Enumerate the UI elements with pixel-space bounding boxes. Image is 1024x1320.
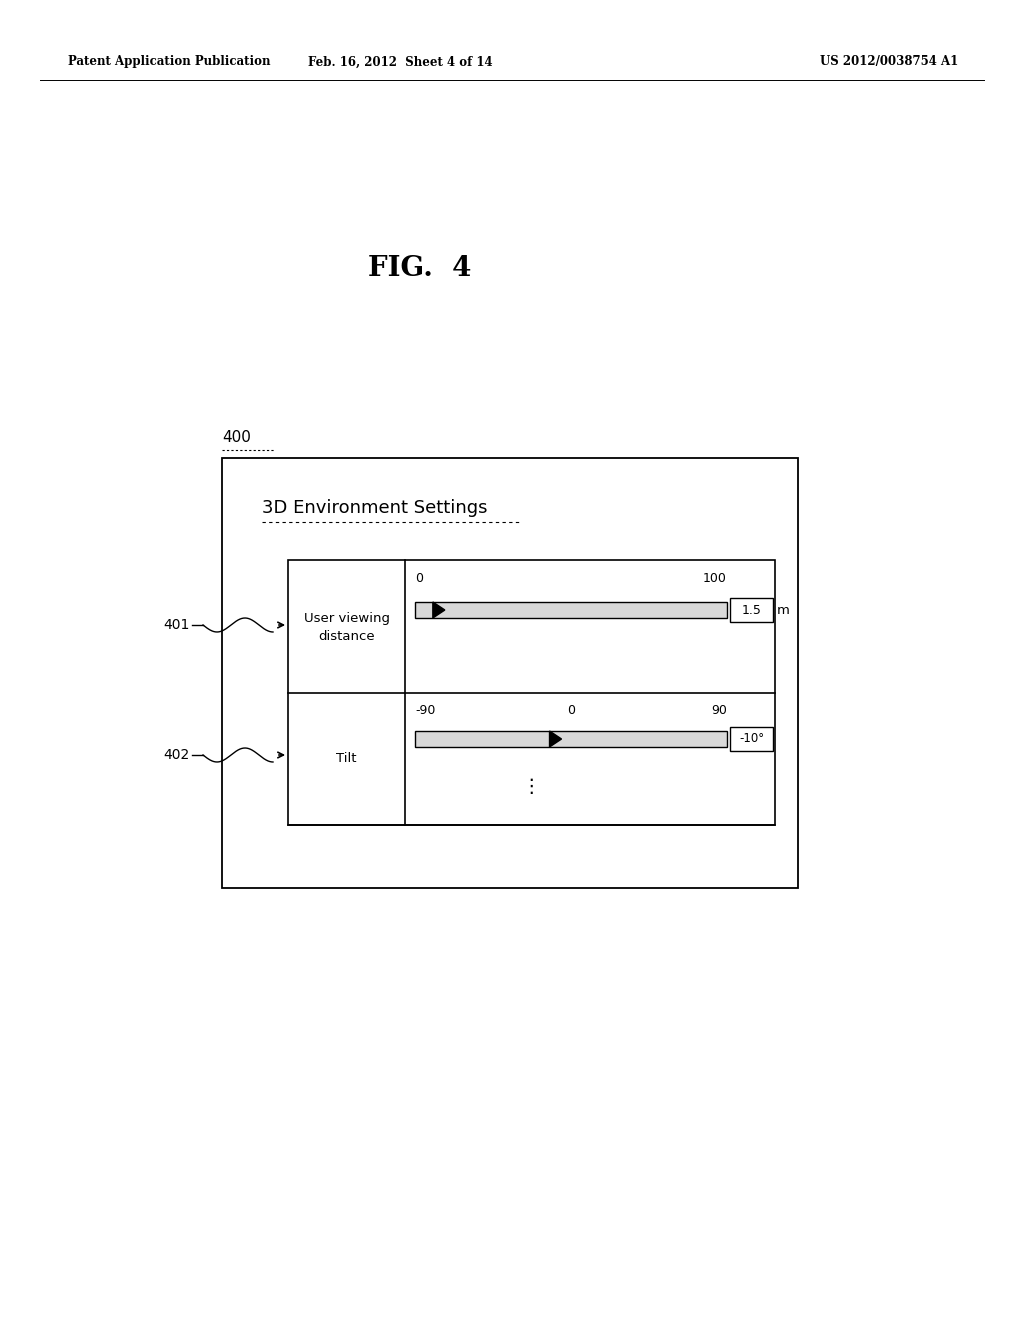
Text: -10°: -10° bbox=[739, 733, 764, 746]
Bar bbox=[730, 727, 773, 751]
Bar bbox=[415, 731, 727, 747]
Text: ⋮: ⋮ bbox=[522, 776, 542, 796]
Text: Tilt: Tilt bbox=[336, 752, 356, 766]
Text: m: m bbox=[777, 603, 790, 616]
Text: User viewing: User viewing bbox=[303, 612, 389, 624]
Text: 400: 400 bbox=[222, 430, 251, 446]
Polygon shape bbox=[550, 731, 561, 747]
Text: 3D Environment Settings: 3D Environment Settings bbox=[262, 499, 487, 517]
Polygon shape bbox=[433, 602, 444, 618]
Text: 100: 100 bbox=[703, 572, 727, 585]
Text: FIG.  4: FIG. 4 bbox=[369, 255, 472, 281]
Text: 90: 90 bbox=[711, 705, 727, 718]
Bar bbox=[288, 560, 775, 825]
Text: 401: 401 bbox=[164, 618, 190, 632]
Text: -90: -90 bbox=[415, 705, 435, 718]
Bar bbox=[222, 458, 798, 888]
Text: 1.5: 1.5 bbox=[741, 603, 762, 616]
Text: Feb. 16, 2012  Sheet 4 of 14: Feb. 16, 2012 Sheet 4 of 14 bbox=[307, 55, 493, 69]
Bar bbox=[415, 602, 727, 618]
Bar bbox=[730, 598, 773, 622]
Text: 0: 0 bbox=[567, 705, 575, 718]
Text: distance: distance bbox=[318, 630, 375, 643]
Text: US 2012/0038754 A1: US 2012/0038754 A1 bbox=[820, 55, 958, 69]
Text: 402: 402 bbox=[164, 748, 190, 762]
Text: Patent Application Publication: Patent Application Publication bbox=[68, 55, 270, 69]
Text: 0: 0 bbox=[415, 572, 423, 585]
